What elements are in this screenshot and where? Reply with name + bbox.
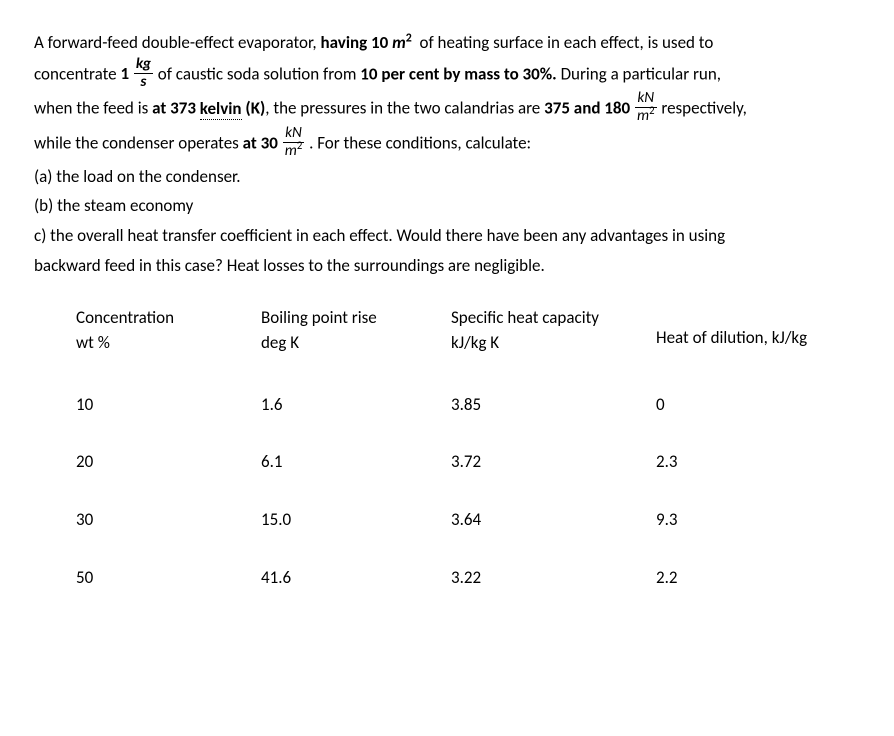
text-bold: (K) bbox=[242, 98, 266, 119]
var-m: m bbox=[392, 32, 406, 53]
header-hod: Heat of dilution, kJ/kg bbox=[656, 305, 836, 362]
text-bold: 375 and 180 bbox=[544, 98, 630, 119]
cell-hod: 2.2 bbox=[656, 535, 836, 593]
text: , the pressures in the two calandrias ar… bbox=[265, 98, 544, 119]
cell-conc: 10 bbox=[76, 362, 261, 420]
cell-shc: 3.64 bbox=[451, 477, 656, 535]
cell-bpr: 1.6 bbox=[261, 362, 451, 420]
cell-shc: 3.72 bbox=[451, 419, 656, 477]
text: respectively, bbox=[661, 98, 746, 119]
item-a: (a) the load on the condenser. bbox=[34, 162, 860, 192]
fraction-kn-m2: kNm2 bbox=[283, 125, 305, 160]
text-bold: at 30 bbox=[243, 132, 278, 153]
header-shc: Specific heat capacity kJ/kg K bbox=[451, 305, 656, 362]
cell-conc: 50 bbox=[76, 535, 261, 593]
cell-conc: 30 bbox=[76, 477, 261, 535]
cell-shc: 3.22 bbox=[451, 535, 656, 593]
cell-hod: 2.3 bbox=[656, 419, 836, 477]
text: while the condenser operates bbox=[34, 132, 243, 153]
data-table-container: Concentration wt % Boiling point rise de… bbox=[76, 305, 860, 593]
item-c-line1: c) the overall heat transfer coefficient… bbox=[34, 221, 860, 251]
cell-bpr: 6.1 bbox=[261, 419, 451, 477]
cell-conc: 20 bbox=[76, 419, 261, 477]
data-table: Concentration wt % Boiling point rise de… bbox=[76, 305, 836, 593]
header-bpr: Boiling point rise deg K bbox=[261, 305, 451, 362]
cell-bpr: 15.0 bbox=[261, 477, 451, 535]
cell-hod: 9.3 bbox=[656, 477, 836, 535]
table-row: 50 41.6 3.22 2.2 bbox=[76, 535, 836, 593]
header-concentration: Concentration wt % bbox=[76, 305, 261, 362]
item-b: (b) the steam economy bbox=[34, 191, 860, 221]
table-row: 10 1.6 3.85 0 bbox=[76, 362, 836, 420]
cell-bpr: 41.6 bbox=[261, 535, 451, 593]
cell-shc: 3.85 bbox=[451, 362, 656, 420]
text: concentrate bbox=[34, 63, 120, 84]
text-bold: 10 per cent by mass to 30%. bbox=[360, 63, 556, 84]
table-row: 30 15.0 3.64 9.3 bbox=[76, 477, 836, 535]
cell-hod: 0 bbox=[656, 362, 836, 420]
fraction-kn-m2: kNm2 bbox=[635, 90, 657, 125]
text: of heating surface in each effect, is us… bbox=[420, 32, 714, 53]
text: A forward-feed double-effect evaporator, bbox=[34, 32, 321, 53]
text-kelvin: kelvin bbox=[200, 98, 242, 120]
text-bold: having 10 bbox=[321, 32, 393, 53]
text-bold: 1 bbox=[120, 63, 129, 84]
item-c-line2: backward feed in this case? Heat losses … bbox=[34, 251, 860, 281]
fraction-kg-s: kgs bbox=[134, 56, 153, 91]
text: of caustic soda solution from bbox=[158, 63, 361, 84]
text: when the feed is bbox=[34, 98, 152, 119]
problem-statement: A forward-feed double-effect evaporator,… bbox=[34, 28, 860, 281]
text: During a particular run, bbox=[557, 63, 721, 84]
text: . For these conditions, calculate: bbox=[309, 132, 531, 153]
text-bold: at 373 bbox=[152, 98, 200, 119]
table-row: 20 6.1 3.72 2.3 bbox=[76, 419, 836, 477]
